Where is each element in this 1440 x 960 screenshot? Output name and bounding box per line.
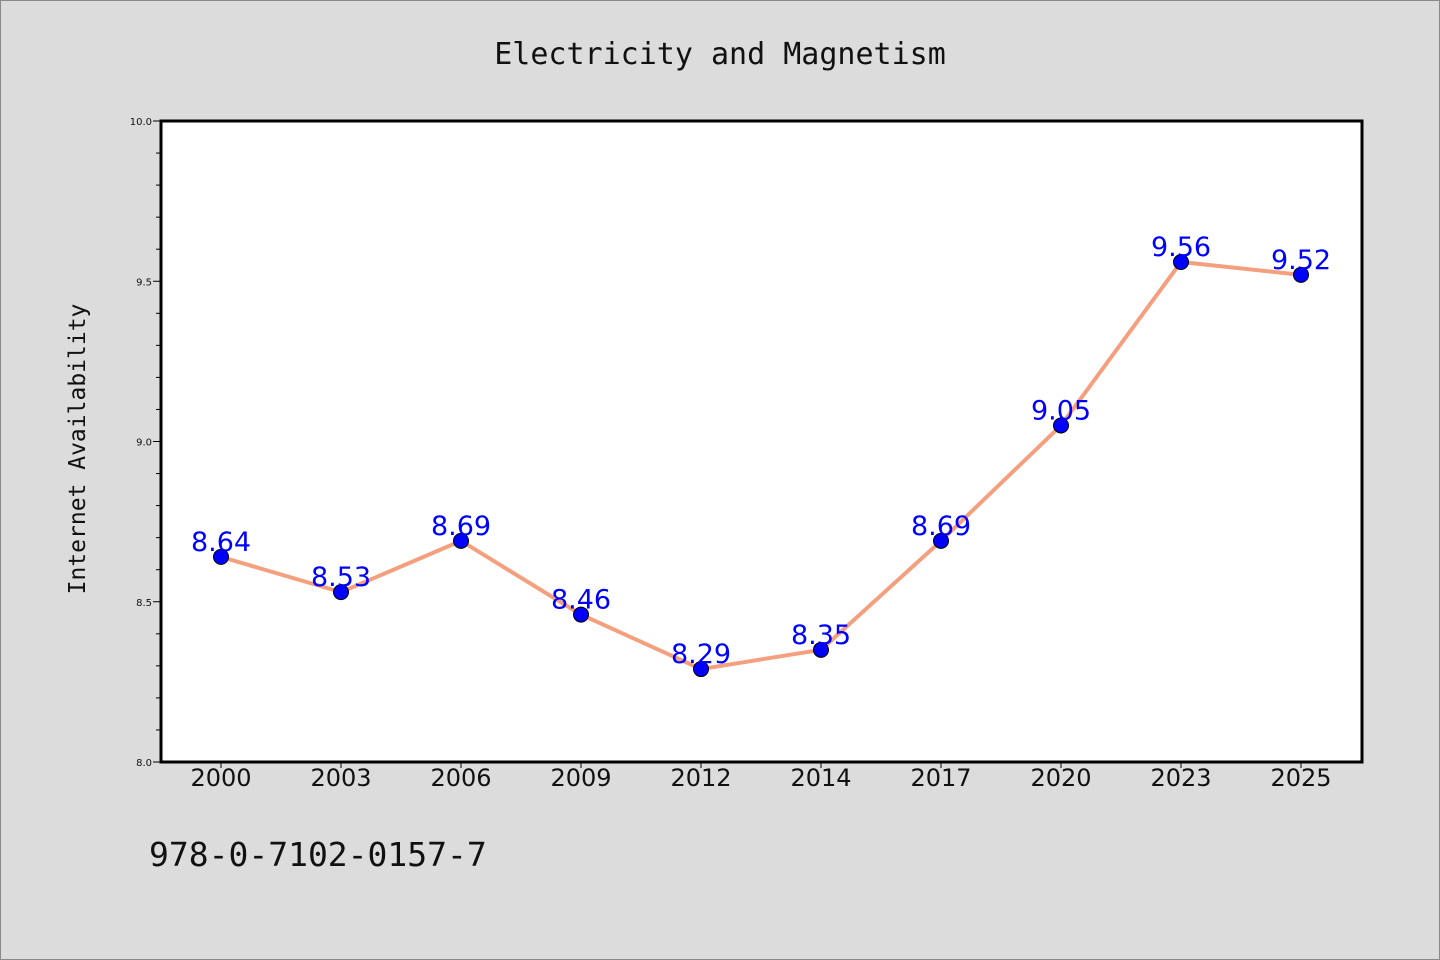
y-tick-label: 8.5	[136, 598, 152, 609]
y-axis-label: Internet Availability	[65, 304, 91, 595]
x-tick-label: 2014	[790, 764, 851, 792]
data-label: 8.64	[191, 527, 251, 558]
x-tick-label: 2000	[190, 764, 251, 792]
data-point	[1053, 417, 1069, 434]
x-tick-label: 2009	[550, 764, 611, 792]
chart-title: Electricity and Magnetism	[494, 37, 946, 72]
data-label: 8.69	[911, 511, 971, 542]
x-tick-label: 2003	[310, 764, 371, 792]
data-point	[573, 606, 589, 623]
data-label: 9.52	[1271, 245, 1331, 276]
data-point	[333, 584, 349, 601]
x-tick-label: 2006	[430, 764, 491, 792]
x-tick-label: 2020	[1030, 764, 1091, 792]
y-tick-label: 8.0	[136, 758, 152, 769]
data-label: 8.46	[551, 585, 611, 616]
y-tick-label: 10.0	[130, 117, 152, 128]
data-label: 9.05	[1031, 395, 1091, 426]
data-point	[813, 641, 829, 658]
plot-frame	[159, 119, 1364, 764]
data-point	[1293, 266, 1309, 283]
x-tick-label: 2023	[1150, 764, 1211, 792]
x-axis: 2000 2003 2006 2009 2012 2014 2017 2020 2023 2025	[190, 762, 1332, 792]
data-label: 8.69	[431, 511, 491, 542]
data-point	[213, 548, 229, 565]
y-tick-label: 9.5	[136, 277, 152, 288]
data-label-group: 8.64 8.53 8.69 8.46 8.29 8.35 8.69 9.05 9.56 9.52	[191, 232, 1331, 670]
data-label: 8.53	[311, 562, 371, 593]
series-line	[219, 260, 1303, 672]
x-tick-label: 2017	[910, 764, 971, 792]
x-tick-label: 2012	[670, 764, 731, 792]
x-tick-label: 2025	[1270, 764, 1331, 792]
data-point	[933, 532, 949, 549]
data-point	[453, 532, 469, 549]
y-axis: 8.0 8.5 9.0 9.5 10.0	[130, 117, 161, 769]
data-label: 8.35	[791, 620, 851, 651]
footer-code: 978-0-7102-0157-7	[149, 835, 487, 874]
data-label: 9.56	[1151, 232, 1211, 263]
data-point	[1173, 254, 1189, 271]
data-point	[693, 661, 709, 678]
plot-area	[161, 121, 1362, 762]
data-label: 8.29	[671, 639, 731, 670]
y-tick-label: 9.0	[136, 438, 152, 449]
series-group	[213, 254, 1309, 678]
